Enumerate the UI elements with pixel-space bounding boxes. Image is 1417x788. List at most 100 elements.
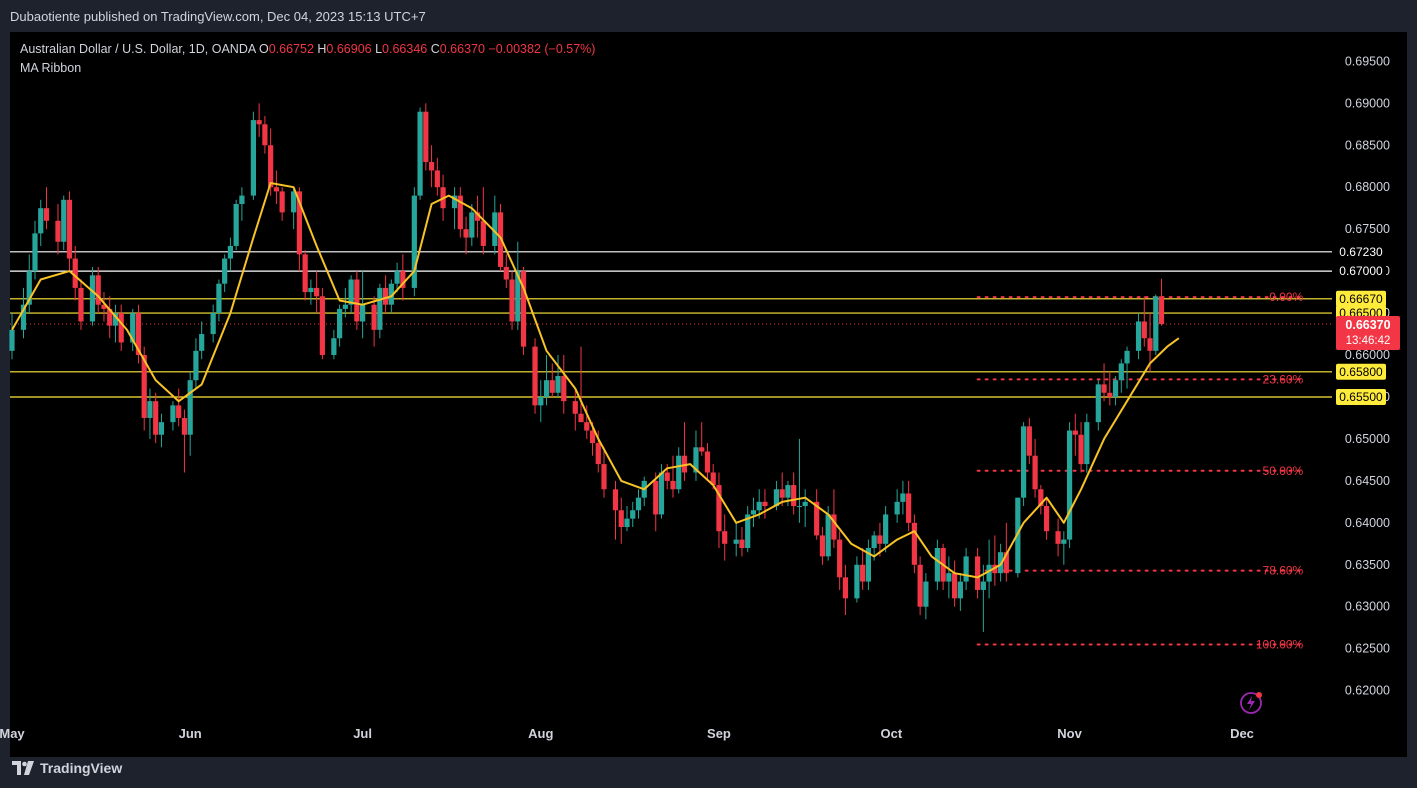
- candle-body: [762, 501, 768, 507]
- candle-body: [1043, 506, 1050, 532]
- candle-body: [975, 556, 981, 590]
- candle-body: [997, 552, 1004, 574]
- candle-body: [348, 279, 354, 305]
- candle-body: [428, 162, 435, 171]
- price-axis-label-bg: [1336, 263, 1386, 280]
- candle-body: [72, 258, 78, 288]
- candle-body: [262, 124, 268, 146]
- candle-body: [394, 271, 400, 284]
- price-axis-label: 0.65800: [1339, 365, 1383, 379]
- candle-body: [630, 510, 636, 519]
- candle-body: [492, 212, 498, 246]
- tradingview-brand-text: TradingView: [40, 760, 123, 776]
- open-value: 0.66752: [268, 42, 314, 56]
- candle-body: [342, 304, 348, 309]
- candle-body: [733, 539, 739, 544]
- x-tick-label: Oct: [881, 726, 903, 741]
- candle-body: [670, 480, 676, 490]
- candle-body: [118, 313, 124, 343]
- candle-body: [210, 313, 216, 335]
- candle-body: [601, 464, 607, 490]
- candle-body: [664, 472, 670, 481]
- candle-body: [308, 287, 314, 293]
- candle-body: [1032, 455, 1038, 490]
- candle-body: [589, 430, 596, 444]
- tradingview-logo[interactable]: TradingView: [12, 760, 122, 776]
- candle-body: [222, 258, 228, 284]
- candle-body: [578, 413, 584, 423]
- y-tick-label: 0.62500: [1345, 642, 1390, 656]
- candle-body: [900, 493, 906, 502]
- candle-body: [1026, 426, 1032, 456]
- candle-body: [1015, 497, 1021, 574]
- candle-body: [785, 485, 791, 498]
- y-tick-label: 0.67500: [1345, 222, 1390, 236]
- x-tick-label: Jul: [353, 726, 372, 741]
- candle-body: [1055, 531, 1061, 544]
- candle-body: [1147, 338, 1153, 351]
- publisher-text: Dubaotiente published on TradingView.com…: [10, 9, 426, 24]
- candle-body: [89, 275, 96, 322]
- candle-body: [354, 279, 360, 322]
- candle-body: [1084, 422, 1090, 465]
- candle-body: [388, 283, 394, 305]
- candle-body: [1124, 350, 1130, 364]
- open-label: O: [258, 42, 269, 56]
- candle-body: [32, 233, 38, 272]
- candle-body: [112, 313, 119, 326]
- candle-body: [1072, 430, 1078, 435]
- candle-body: [423, 111, 429, 163]
- y-tick-label: 0.64500: [1345, 474, 1390, 488]
- candle-body: [860, 564, 866, 582]
- candle-body: [176, 405, 182, 418]
- x-tick-label: Dec: [1230, 726, 1254, 741]
- candle-body: [199, 334, 205, 351]
- candle-body: [469, 212, 475, 238]
- candle-body: [911, 522, 917, 565]
- candle-body: [1118, 363, 1124, 381]
- candle-body: [1095, 384, 1101, 423]
- candle-body: [819, 535, 826, 557]
- x-tick-label: Jun: [179, 726, 202, 741]
- y-tick-label: 0.62000: [1345, 684, 1390, 698]
- price-axis-label: 0.66670: [1339, 292, 1383, 306]
- candle-body: [561, 376, 567, 402]
- candle-body: [158, 422, 165, 435]
- candle-body: [704, 451, 711, 473]
- candle-body: [865, 548, 872, 582]
- candle-body: [417, 111, 423, 196]
- candle-body: [250, 120, 257, 196]
- candle-body: [20, 304, 27, 330]
- low-value: 0.66346: [382, 42, 428, 56]
- candle-body: [9, 329, 15, 351]
- candle-body: [716, 485, 722, 532]
- lightning-icon[interactable]: [1239, 691, 1263, 715]
- candle-body: [1003, 552, 1009, 574]
- price-axis-label-bg: [1336, 388, 1386, 405]
- candle-body: [952, 573, 958, 599]
- candle-body: [894, 501, 900, 515]
- candle-body: [153, 401, 159, 435]
- candle-body: [699, 447, 705, 452]
- candle-body: [710, 472, 716, 486]
- candle-body: [842, 577, 849, 599]
- candle-body: [377, 287, 383, 330]
- candle-body: [135, 313, 142, 356]
- chart-frame[interactable]: [10, 32, 1407, 757]
- candle-body: [555, 376, 561, 393]
- candle-body: [181, 417, 188, 435]
- candle-body: [61, 199, 67, 242]
- candle-body: [291, 191, 297, 213]
- candle-body: [1158, 296, 1165, 324]
- candle-body: [1135, 321, 1142, 351]
- tradingview-logo-icon: [12, 761, 34, 775]
- y-tick-label: 0.64000: [1345, 516, 1390, 530]
- candle-body: [653, 480, 659, 515]
- candle-body: [549, 380, 555, 393]
- indicator-label[interactable]: MA Ribbon: [20, 61, 82, 75]
- candle-body: [1078, 434, 1084, 465]
- publish-header: Dubaotiente published on TradingView.com…: [0, 0, 1417, 32]
- lightning-icon-graphic: [1240, 692, 1262, 714]
- candle-body: [43, 208, 50, 221]
